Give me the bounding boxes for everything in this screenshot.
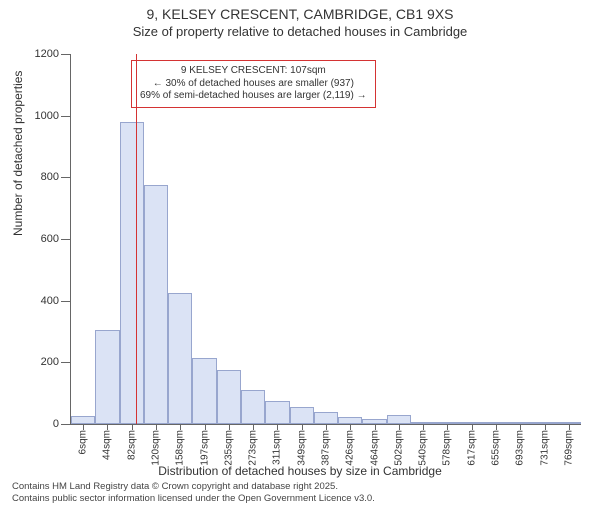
x-tick-label: 769sqm [563, 430, 574, 466]
x-tick-label: 464sqm [369, 430, 380, 466]
footer-line-2: Contains public sector information licen… [12, 493, 375, 504]
histogram-bar [144, 185, 168, 424]
x-tick-label: 311sqm [272, 430, 283, 465]
x-tick-label: 235sqm [223, 430, 234, 466]
plot-area: 9 KELSEY CRESCENT: 107sqm ← 30% of detac… [70, 54, 581, 425]
marker-callout: 9 KELSEY CRESCENT: 107sqm ← 30% of detac… [131, 60, 376, 108]
y-tick-label: 200 [41, 356, 59, 368]
histogram-bar [314, 412, 338, 424]
chart-container: 9, KELSEY CRESCENT, CAMBRIDGE, CB1 9XS S… [0, 6, 600, 506]
y-tick-label: 600 [41, 233, 59, 245]
y-tick-label: 0 [53, 418, 59, 430]
y-tick [61, 424, 71, 425]
x-tick-label: 120sqm [151, 430, 162, 466]
histogram-bar [168, 293, 192, 424]
x-tick-label: 426sqm [345, 430, 356, 466]
y-tick [61, 54, 71, 55]
histogram-bar [192, 358, 216, 424]
x-tick-label: 44sqm [102, 430, 113, 460]
histogram-bar [120, 122, 144, 424]
histogram-bar [241, 390, 265, 424]
chart-title-line1: 9, KELSEY CRESCENT, CAMBRIDGE, CB1 9XS [0, 6, 600, 22]
chart-title-line2: Size of property relative to detached ho… [0, 24, 600, 39]
callout-line-1: 9 KELSEY CRESCENT: 107sqm [140, 65, 367, 78]
histogram-bar [265, 401, 289, 424]
y-tick [61, 301, 71, 302]
x-tick-label: 158sqm [175, 430, 186, 466]
callout-line-3: 69% of semi-detached houses are larger (… [140, 90, 367, 103]
x-tick-label: 693sqm [515, 430, 526, 466]
histogram-bar [217, 370, 241, 424]
x-tick-label: 578sqm [442, 430, 453, 466]
y-tick-label: 800 [41, 171, 59, 183]
x-tick-label: 655sqm [491, 430, 502, 466]
y-tick [61, 177, 71, 178]
histogram-bar [387, 415, 411, 424]
callout-line-2: ← 30% of detached houses are smaller (93… [140, 78, 367, 91]
y-tick-label: 400 [41, 295, 59, 307]
histogram-bar [338, 417, 362, 424]
y-tick-label: 1000 [35, 110, 59, 122]
y-tick [61, 116, 71, 117]
y-tick-label: 1200 [35, 48, 59, 60]
x-tick-label: 502sqm [393, 430, 404, 466]
histogram-bar [71, 416, 95, 424]
x-tick-label: 617sqm [466, 430, 477, 466]
x-tick-label: 540sqm [418, 430, 429, 466]
footer-attribution: Contains HM Land Registry data © Crown c… [12, 481, 375, 504]
subject-marker-line [136, 54, 137, 424]
x-tick-label: 349sqm [296, 430, 307, 466]
histogram-bar [290, 407, 314, 424]
x-tick-label: 197sqm [199, 430, 210, 466]
x-tick-label: 273sqm [248, 430, 259, 466]
x-tick-label: 82sqm [126, 430, 137, 460]
x-axis-label: Distribution of detached houses by size … [0, 464, 600, 478]
x-tick-label: 731sqm [539, 430, 550, 466]
x-tick-label: 387sqm [321, 430, 332, 466]
x-tick-label: 6sqm [78, 430, 89, 454]
y-tick [61, 362, 71, 363]
y-axis-label: Number of detached properties [11, 71, 25, 236]
y-tick [61, 239, 71, 240]
histogram-bar [95, 330, 119, 424]
footer-line-1: Contains HM Land Registry data © Crown c… [12, 481, 375, 492]
